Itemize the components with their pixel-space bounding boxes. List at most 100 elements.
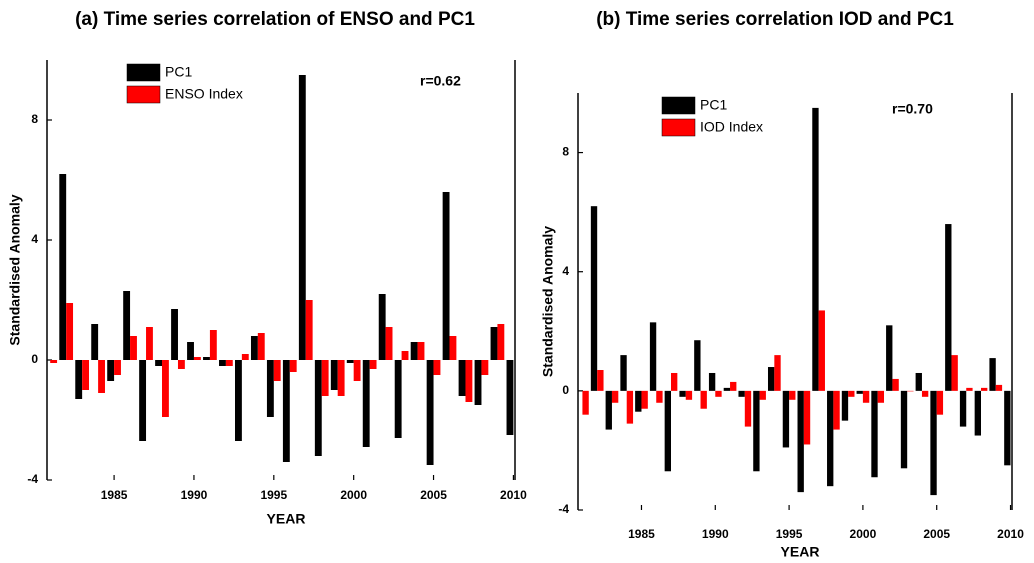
bar [841,390,849,421]
bar [506,360,514,435]
bar [426,360,434,465]
bar [715,390,722,397]
bar [139,360,147,441]
bar [641,390,648,409]
chart-title: (a) Time series correlation of ENSO and … [75,9,475,30]
bar [767,367,775,391]
bar [130,336,137,360]
bar [921,390,929,397]
annotation: r=0.62 [420,73,461,89]
bar [458,360,466,396]
bar [257,333,265,360]
bar [98,360,105,393]
bar [282,360,290,462]
bar [330,360,338,390]
panel: (a) Time series correlation of ENSO and … [7,9,527,527]
bar [597,370,604,391]
bar [797,390,804,493]
bar [490,327,498,360]
bar [298,75,306,360]
bar [362,360,370,447]
bar [818,310,825,391]
bar [759,390,766,400]
legend-label: IOD Index [700,119,763,135]
bar [871,390,878,478]
bar [82,360,90,390]
bar [225,360,233,366]
x-tick-label: 1985 [101,488,128,502]
bar [995,384,1003,391]
bar [177,360,185,369]
bar [75,360,83,399]
bar [66,303,74,360]
bar [474,360,482,405]
bar [337,360,345,396]
bar [730,381,737,391]
bar [886,325,893,391]
bar [900,390,908,469]
x-tick-label: 2000 [850,527,877,541]
y-tick-label: 8 [562,145,569,159]
bar [114,360,121,375]
legend-label: PC1 [700,97,727,113]
bar [378,294,386,360]
y-axis-label: Standardised Anomaly [540,226,556,377]
bar [107,360,115,381]
bar [974,390,981,436]
bar [936,390,944,415]
bar [856,390,863,394]
x-tick-label: 2010 [500,488,527,502]
bar [497,324,505,360]
bar [1004,390,1011,466]
bar [59,174,67,360]
bar [848,390,855,397]
bar [789,390,796,400]
bar [369,360,377,369]
bar [966,387,973,391]
bar [723,387,731,391]
bar [700,390,707,409]
bar [193,357,201,360]
bar [401,351,409,360]
bar [812,107,819,391]
legend-label: ENSO Index [165,86,243,102]
bar [50,360,58,363]
bar [442,192,450,360]
bar [605,390,612,430]
bar [465,360,473,402]
legend-swatch [661,118,696,137]
bar [590,206,598,391]
x-tick-label: 2010 [997,527,1024,541]
bar [353,360,361,381]
bar [827,390,834,487]
legend-swatch [126,85,161,104]
bar [915,372,922,391]
bar [417,342,425,360]
bar [782,390,790,448]
bar [679,390,686,397]
bar [314,360,322,456]
bar [234,360,242,441]
bar [321,360,329,396]
bar [305,300,313,360]
bar [664,390,671,472]
bar [410,342,418,360]
x-tick-label: 1995 [260,488,287,502]
bar [481,360,489,375]
bar [241,354,249,360]
x-tick-label: 1985 [628,527,655,541]
bar [171,309,178,360]
bar [203,357,210,360]
bar [945,224,952,391]
y-tick-label: -4 [558,502,569,516]
bar [385,327,393,360]
y-tick-label: 0 [562,383,569,397]
bar [671,372,678,391]
bar [266,360,274,417]
bar [162,360,169,417]
bar [649,322,657,391]
bar [708,372,716,391]
bar [951,355,958,391]
bar [656,390,663,403]
bar [187,342,194,360]
